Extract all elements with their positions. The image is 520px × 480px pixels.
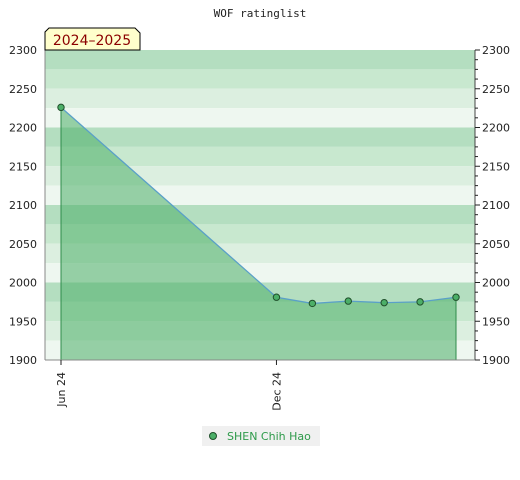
y-tick-label-right: 2150 (482, 160, 510, 173)
x-tick-label: Dec 24 (270, 372, 283, 411)
data-point (416, 298, 424, 306)
y-tick-label-right: 2300 (482, 44, 510, 57)
grid-band (45, 166, 475, 186)
y-tick-label-left: 1900 (9, 354, 37, 367)
grid-band (45, 127, 475, 147)
y-tick-label-left: 2300 (9, 44, 37, 57)
legend[interactable]: SHEN Chih Hao (202, 426, 320, 446)
grid-band (45, 50, 475, 70)
y-tick-label-right: 2050 (482, 238, 510, 251)
grid-band (45, 108, 475, 128)
grid-band (45, 146, 475, 167)
y-tick-label-right: 2200 (482, 122, 510, 135)
legend-label: SHEN Chih Hao (227, 430, 311, 443)
data-point (380, 298, 388, 307)
legend-marker (209, 432, 217, 440)
x-tick-label: Jun 24 (55, 372, 68, 408)
y-tick-label-left: 1950 (9, 315, 37, 328)
y-tick-label-right: 2000 (482, 277, 510, 290)
y-axis-left: 1900 1950 2000 2050 2100 2150 2200 2250 2300 (9, 44, 46, 367)
grid-band (45, 69, 475, 89)
y-tick-label-left: 2250 (9, 83, 37, 96)
season-badge-label: 2024–2025 (53, 33, 131, 49)
y-axis-right: 1900 1950 2000 2050 2100 2150 2200 2250 2300 (474, 44, 510, 367)
data-point (452, 293, 460, 301)
y-tick-label-right: 2100 (482, 199, 510, 212)
y-tick-label-left: 2050 (9, 238, 37, 251)
y-tick-label-left: 2000 (9, 277, 37, 290)
grid-band (45, 88, 475, 109)
data-point (308, 299, 317, 308)
chart-title: WOF ratinglist (214, 7, 307, 20)
y-tick-label-left: 2100 (9, 199, 37, 212)
data-point (344, 297, 352, 305)
x-axis: Jun 24 Dec 24 (45, 359, 475, 411)
y-tick-label-right: 1900 (482, 354, 510, 367)
rating-points (57, 103, 460, 308)
y-tick-label-right: 1950 (482, 315, 510, 328)
y-tick-label-right: 2250 (482, 83, 510, 96)
data-point (272, 293, 281, 301)
y-tick-label-left: 2200 (9, 122, 37, 135)
area-fill (61, 107, 456, 360)
data-point (57, 103, 65, 112)
y-tick-label-left: 2150 (9, 160, 37, 173)
season-badge: 2024–2025 (44, 27, 141, 51)
